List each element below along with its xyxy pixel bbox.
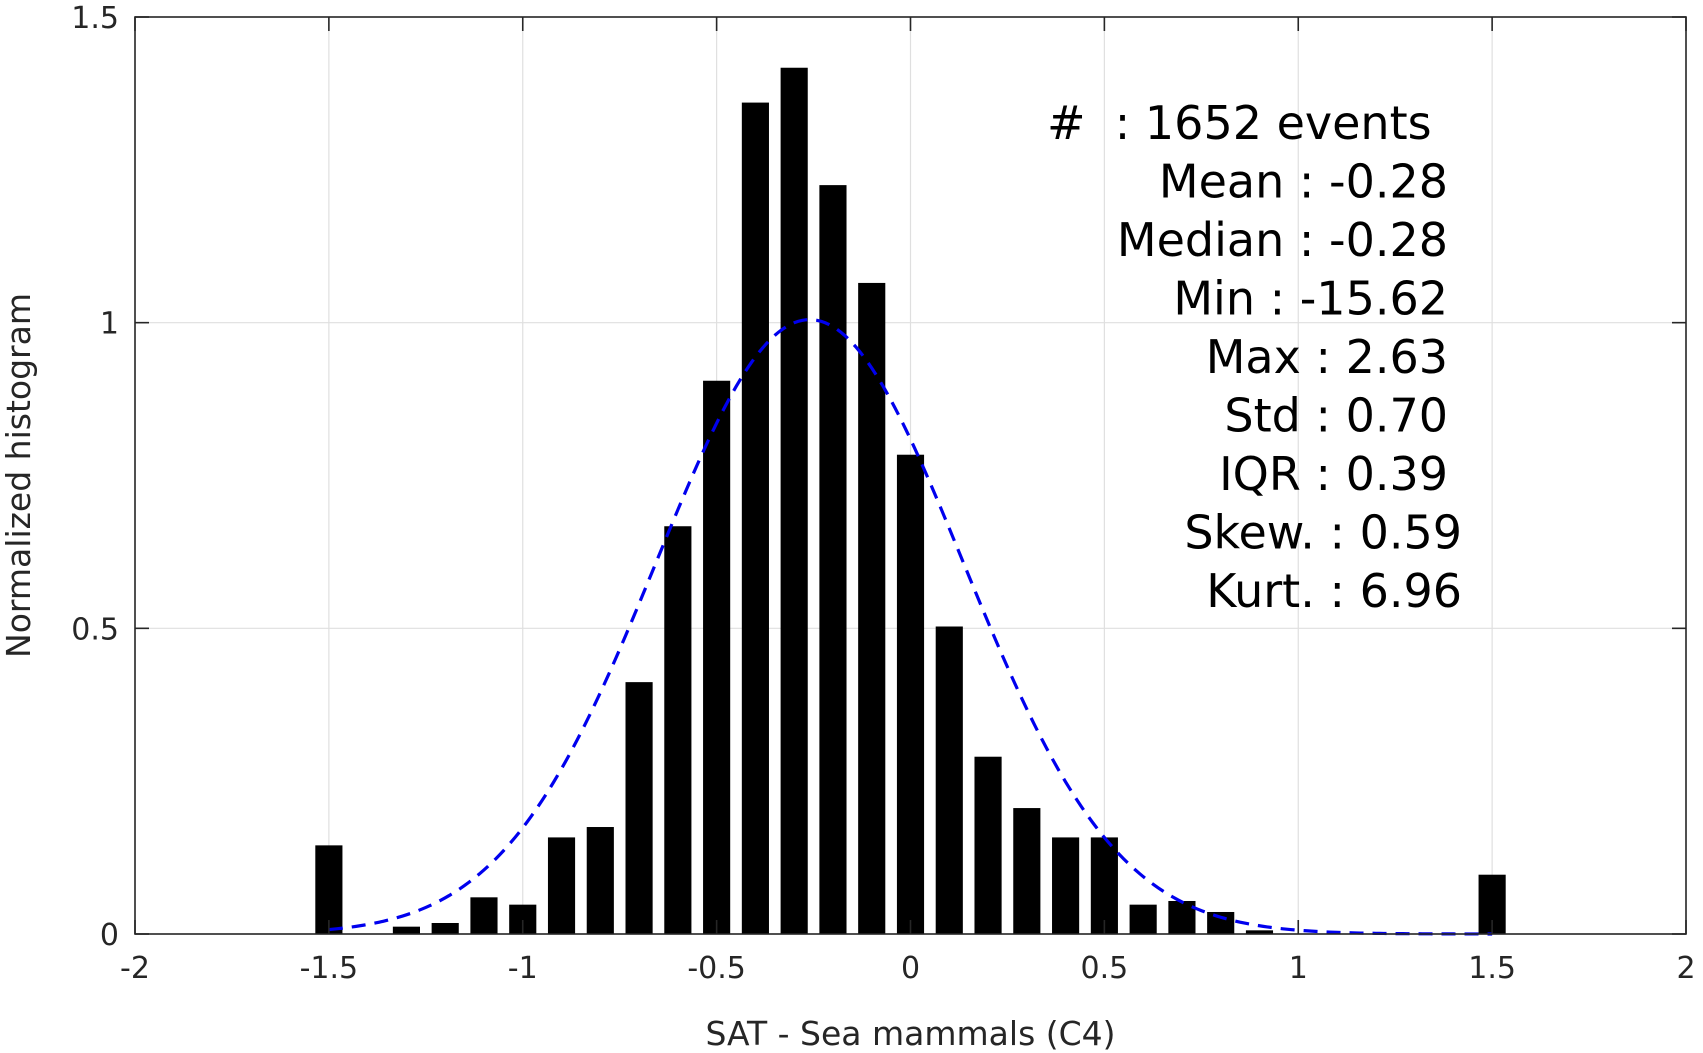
x-tick-label: 0 [901,951,920,986]
stat-line: Std : 0.70 [1224,389,1448,443]
histogram-bar [586,827,614,934]
y-tick-label: 0 [100,918,119,953]
histogram-bar [703,380,731,934]
histogram-bar [1245,930,1274,934]
histogram-bar [664,526,692,934]
x-axis-label: SAT - Sea mammals (C4) [705,1014,1115,1053]
axis-ticks: -2 -1.5 -1 -0.5 0 0.5 1 1.5 2 0 0.5 1 1.5 [71,1,1695,986]
histogram-bar [741,102,769,934]
histogram-bar [547,837,576,934]
stat-line: Kurt. : 6.96 [1206,564,1462,618]
histogram-bars [315,67,1506,935]
histogram-bar [431,922,459,934]
histogram-bar [1052,837,1080,934]
histogram-bar [625,682,653,934]
histogram-bar [819,185,847,934]
x-tick-label: -0.5 [687,951,746,986]
x-tick-label: -1 [508,951,538,986]
x-tick-label: 1 [1289,951,1308,986]
stat-line: Min : -15.62 [1173,272,1448,326]
y-tick-label: 1 [100,307,119,342]
histogram-bar [470,897,498,934]
histogram-bar [1168,900,1196,934]
x-tick-label: -2 [120,951,150,986]
x-tick-label: 2 [1676,951,1695,986]
histogram-bar [935,626,963,934]
histogram-bar [1207,911,1235,934]
x-tick-label: 0.5 [1081,951,1129,986]
stat-line: # : 1652 events [1047,96,1432,150]
histogram-bar [974,756,1002,934]
histogram-bar [1013,808,1041,934]
histogram-bar [896,454,925,934]
stat-line: IQR : 0.39 [1219,447,1448,501]
histogram-bar [858,282,886,934]
histogram-bar [1090,837,1118,934]
histogram-bar [780,67,808,935]
y-tick-label: 1.5 [71,1,119,36]
stat-line: Median : -0.28 [1117,213,1448,267]
x-tick-label: -1.5 [300,951,359,986]
x-tick-label: 1.5 [1468,951,1516,986]
y-axis-label: Normalized histogram [0,293,38,658]
stat-line: Mean : -0.28 [1159,155,1448,209]
y-tick-label: 0.5 [71,612,119,647]
histogram-bar [392,926,420,934]
histogram-bar [1129,904,1157,934]
stat-line: Max : 2.63 [1206,330,1448,384]
stat-line: Skew. : 0.59 [1184,506,1462,560]
histogram-bar [315,845,343,934]
